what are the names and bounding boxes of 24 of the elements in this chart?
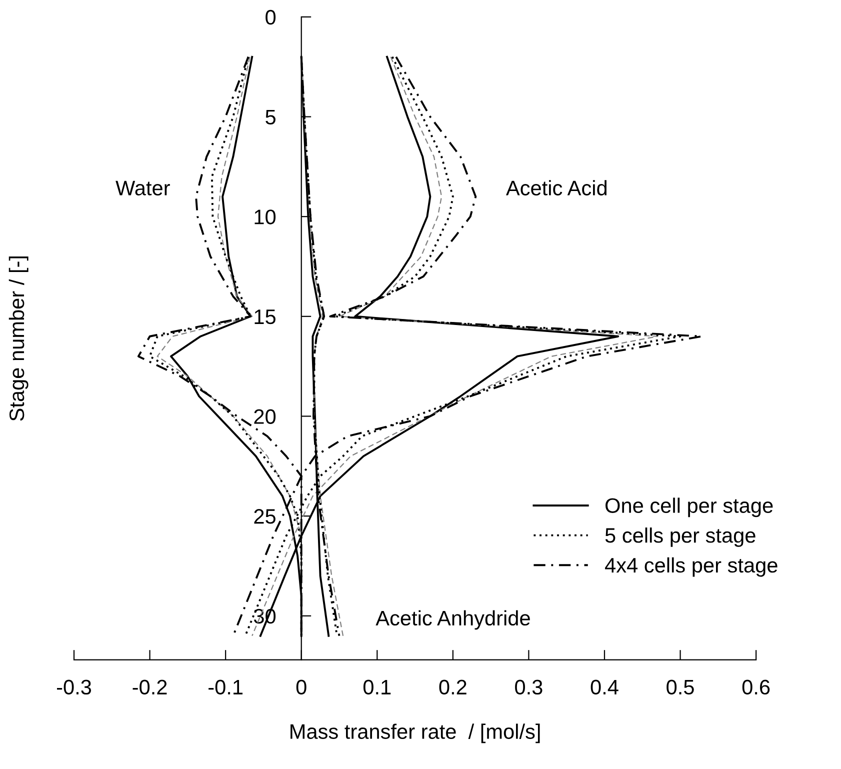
x-tick-label: 0.6	[742, 680, 770, 695]
y-tick-label: 25	[254, 509, 276, 524]
annotation: Acetic Anhydride	[376, 610, 530, 630]
annotation: Acetic Acid	[506, 180, 607, 196]
x-tick-label: -0.3	[56, 680, 92, 695]
legend-label: 5 cells per stage	[605, 528, 756, 547]
annotation: Water	[116, 180, 170, 196]
x-tick-label: 0.5	[666, 680, 694, 695]
x-tick-label: -0.1	[208, 680, 243, 695]
x-tick-label: 0.2	[439, 680, 466, 695]
legend-label: One cell per stage	[606, 498, 773, 518]
y-tick-label: 5	[266, 110, 276, 124]
x-tick-label: 0	[296, 680, 306, 695]
x-tick-label: 0.3	[515, 680, 542, 695]
x-tick-label: 0.4	[590, 680, 618, 695]
y-axis-title: Stage number / [-]	[8, 256, 28, 421]
x-tick-label: 0.1	[363, 680, 391, 695]
y-tick-label: 10	[254, 210, 276, 224]
x-tick-label: -0.2	[132, 680, 167, 695]
y-tick-label: 20	[254, 409, 276, 424]
x-axis-title: Mass transfer rate / [mol/s]	[290, 724, 540, 744]
y-tick-label: 15	[254, 310, 276, 324]
y-tick-label: 0	[266, 10, 276, 25]
legend-label: 4x4 cells per stage	[605, 557, 778, 577]
